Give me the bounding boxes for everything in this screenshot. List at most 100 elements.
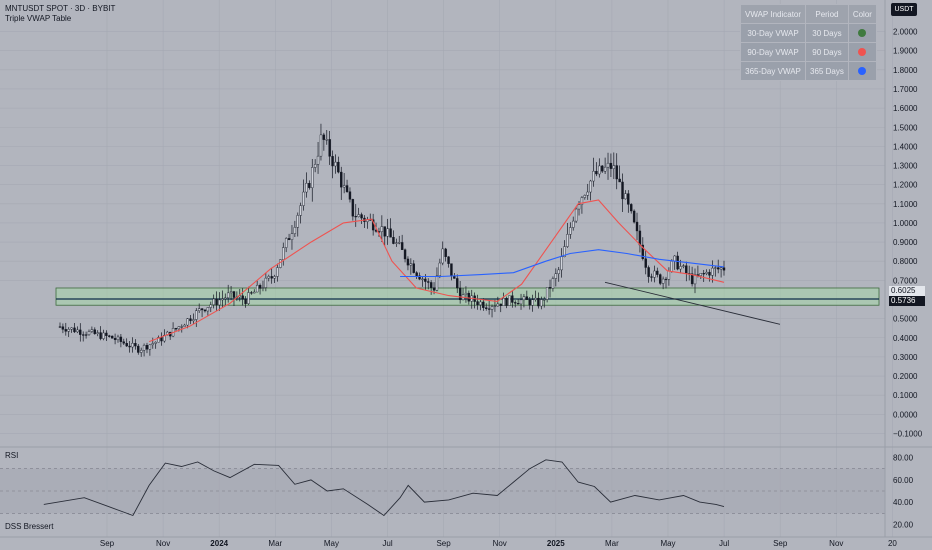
candle-body [548, 287, 552, 289]
vwap-90-line [148, 199, 725, 343]
candle-body [540, 299, 543, 307]
candle-body [345, 185, 349, 192]
candle-body [99, 332, 102, 339]
candle-body [128, 345, 131, 348]
y-tick-label: 1.5000 [893, 123, 918, 132]
candle-body [551, 278, 555, 289]
rsi-label[interactable]: RSI [5, 451, 19, 460]
candle-body [137, 345, 140, 353]
candle-body [569, 227, 572, 235]
candle-body [67, 329, 70, 332]
candle-body [650, 276, 653, 278]
currency-badge[interactable]: USDT [891, 3, 917, 16]
candle-body [122, 341, 125, 344]
indicator-name: Triple VWAP Table [5, 14, 72, 23]
rsi-tick-label: 40.00 [893, 498, 914, 507]
candle-body [186, 318, 189, 326]
candle-body [313, 164, 317, 168]
candle-body [482, 301, 485, 308]
candle-body [661, 278, 665, 284]
candle-body [215, 298, 218, 306]
y-tick-label: 0.3000 [893, 353, 918, 362]
candle-body [653, 270, 656, 278]
candle-body [148, 344, 152, 350]
x-tick-label: 2024 [210, 539, 228, 548]
rsi-tick-label: 80.00 [893, 454, 914, 463]
y-tick-label: 1.8000 [893, 66, 918, 75]
candle-body [621, 181, 624, 200]
candle-body [229, 291, 233, 294]
candle-body [427, 281, 430, 283]
candle-body [340, 171, 343, 188]
candle-body [395, 242, 398, 244]
candle-body [142, 344, 146, 351]
candle-body [400, 242, 404, 250]
candle-body [592, 170, 595, 182]
candle-body [467, 292, 471, 302]
candle-body [305, 183, 308, 193]
y-tick-label: 0.1000 [893, 391, 918, 400]
candle-body [264, 277, 268, 288]
y-tick-label: 2.0000 [893, 28, 918, 37]
y-tick-label: 1.0000 [893, 219, 918, 228]
candle-body [389, 228, 392, 238]
candle-body [284, 238, 288, 248]
candle-body [244, 299, 247, 304]
candle-body [560, 256, 563, 271]
candle-body [293, 227, 297, 234]
candle-body [386, 228, 389, 237]
candle-body [690, 273, 694, 285]
candle-body [105, 332, 108, 336]
candle-body [84, 334, 88, 336]
x-tick-label: Jul [382, 539, 392, 548]
candle-body [296, 215, 299, 228]
candle-body [348, 191, 352, 200]
candle-body [174, 328, 178, 330]
candle-body [73, 327, 76, 333]
y-tick-label: 1.6000 [893, 104, 918, 113]
x-tick-label: May [324, 539, 339, 548]
color-dot-icon [858, 48, 867, 57]
candle-body [456, 278, 459, 289]
candle-body [554, 273, 558, 279]
candle-body [342, 185, 346, 188]
table-header-indicator: VWAP Indicator [739, 4, 807, 24]
candle-body [693, 274, 697, 285]
candle-body [545, 287, 549, 300]
candle-body [380, 226, 384, 232]
candle-body [612, 165, 616, 169]
x-tick-label: 20 [888, 539, 897, 548]
candle-body [209, 304, 212, 308]
candle-body [261, 287, 265, 289]
candle-body [113, 338, 117, 341]
candle-body [543, 299, 546, 301]
candle-body [424, 278, 427, 282]
candle-body [435, 275, 439, 291]
candle-body [647, 267, 650, 277]
candle-body [226, 292, 230, 299]
candle-body [253, 291, 256, 294]
vwap-period: 30 Days [805, 23, 849, 43]
candle-body [409, 263, 413, 266]
dss-label[interactable]: DSS Bressert [5, 522, 54, 531]
candle-body [418, 275, 421, 280]
x-tick-label: Nov [493, 539, 507, 548]
candle-body [316, 155, 320, 165]
candle-body [583, 195, 587, 198]
y-tick-label: 1.7000 [893, 85, 918, 94]
rsi-tick-label: 20.00 [893, 520, 914, 529]
candle-body [334, 161, 337, 167]
candle-body [479, 301, 482, 306]
candle-body [577, 204, 581, 210]
vwap-lines [148, 199, 781, 343]
candle-body [145, 344, 149, 350]
candle-body [496, 303, 500, 307]
candle-body [659, 274, 662, 284]
candle-body [81, 334, 85, 336]
candle-body [383, 226, 386, 237]
candle-body [441, 248, 444, 264]
candle-body [311, 167, 314, 188]
candle-body [180, 326, 183, 328]
candle-body [676, 255, 679, 270]
candle-body [635, 221, 639, 232]
